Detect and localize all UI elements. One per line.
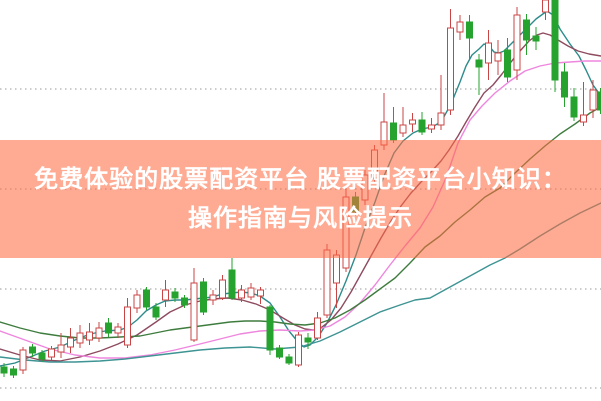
candle-up <box>95 327 103 339</box>
candle-down <box>390 122 397 141</box>
candle-up <box>247 287 255 298</box>
candle-up <box>428 124 435 130</box>
ma-short-teal <box>0 10 601 367</box>
headline-line-2: 操作指南与风险提示 <box>188 205 413 232</box>
candle-up <box>114 326 122 334</box>
candle-up <box>86 331 93 341</box>
candle-up <box>333 254 340 284</box>
candle-up <box>190 282 198 341</box>
candle-down <box>285 356 293 364</box>
candle-down <box>200 281 207 313</box>
ma-mid-purple <box>0 32 601 362</box>
candle-up <box>48 348 55 358</box>
candle-down <box>276 347 283 358</box>
candle-down <box>551 0 559 81</box>
candle-down <box>570 96 578 118</box>
candle-up <box>133 294 141 309</box>
candle-down <box>10 368 17 376</box>
candle-down <box>561 71 568 98</box>
candle-up <box>323 249 331 316</box>
candle-up <box>485 42 492 64</box>
candle-down <box>105 322 112 334</box>
candle-down <box>475 59 483 68</box>
candle-down <box>228 269 236 299</box>
candle-down <box>266 306 274 351</box>
candle-down <box>304 337 312 343</box>
candle-up <box>219 279 226 299</box>
candle-up <box>399 124 407 134</box>
candle-down <box>29 346 36 354</box>
candle-down <box>532 35 540 42</box>
headline-line-1: 免费体验的股票配资平台 股票配资平台小知识： <box>34 166 567 193</box>
candle-up <box>314 317 321 339</box>
candle-up <box>257 289 264 297</box>
candle-up <box>589 89 597 111</box>
candle-up <box>494 52 502 62</box>
candle-up <box>456 21 464 33</box>
candle-down <box>523 19 530 41</box>
candle-down <box>143 289 150 308</box>
candle-up <box>76 332 84 344</box>
candle-down <box>0 366 8 374</box>
candle-down <box>504 49 511 78</box>
candle-up <box>513 14 521 71</box>
candle-down <box>38 352 46 360</box>
candle-down <box>152 306 160 318</box>
candle-down <box>418 119 426 133</box>
candle-up <box>580 114 587 123</box>
candle-up <box>295 334 302 366</box>
candle-up <box>437 112 445 126</box>
candle-up <box>209 294 217 301</box>
candle-up <box>67 337 74 348</box>
candle-down <box>171 291 179 299</box>
candle-down <box>181 297 188 306</box>
candle-up <box>238 289 245 299</box>
candle-up <box>57 344 65 353</box>
candle-up <box>19 349 27 371</box>
candle-down <box>466 21 473 39</box>
candle-up <box>124 306 131 346</box>
candle-up <box>162 289 169 301</box>
candle-down <box>597 91 601 111</box>
candle-up <box>447 27 454 111</box>
candle-up <box>542 0 549 13</box>
headline-banner: 免费体验的股票配资平台 股票配资平台小知识： 操作指南与风险提示 <box>0 140 601 258</box>
candle-up <box>409 119 416 125</box>
